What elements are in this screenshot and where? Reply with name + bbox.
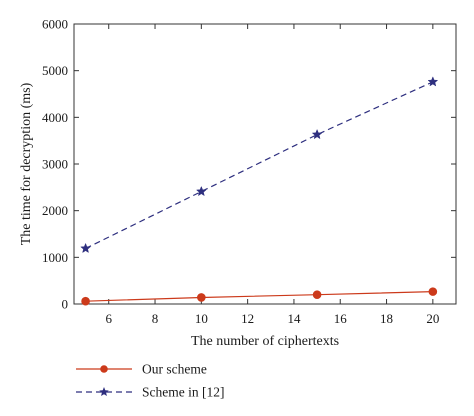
x-tick-label: 10: [195, 311, 208, 326]
data-point: [312, 290, 322, 299]
legend: Our scheme Scheme in [12]: [76, 362, 224, 400]
legend-marker: [100, 365, 108, 373]
y-tick-label: 1000: [42, 250, 68, 265]
series-line-1: [85, 291, 433, 302]
y-tick-label: 4000: [42, 110, 68, 125]
legend-label: Scheme in [12]: [142, 385, 224, 400]
data-point: [197, 293, 206, 302]
legend-marker: [99, 387, 109, 397]
data-point: [311, 128, 323, 140]
x-tick-label: 12: [241, 311, 254, 326]
y-axis-label: The time for decryption (ms): [19, 82, 34, 245]
x-tick-label: 8: [152, 311, 159, 326]
series-line-2: [85, 81, 434, 250]
x-tick-label: 16: [334, 311, 348, 326]
y-tick-label: 2000: [42, 203, 68, 218]
plot-frame: [73, 23, 457, 305]
legend-label: Our scheme: [142, 362, 207, 377]
data-point: [81, 296, 90, 306]
data-point: [195, 185, 207, 197]
x-tick-label: 20: [426, 311, 439, 326]
plot-area: 6 8 10 12 14 16 18 20 0 1000 2000 3000 4000 5000 6000: [42, 17, 457, 326]
y-tick-label: 5000: [42, 63, 68, 78]
x-tick-label: 18: [380, 311, 393, 326]
y-tick-label: 0: [62, 297, 69, 312]
x-axis-label: The number of ciphertexts: [191, 334, 339, 349]
x-tick-label: 6: [105, 311, 112, 326]
data-point: [427, 76, 439, 87]
data-point: [80, 242, 91, 254]
y-tick-label: 3000: [42, 157, 68, 172]
y-tick-label: 6000: [42, 17, 68, 32]
x-tick-label: 14: [287, 311, 301, 326]
data-point: [428, 287, 438, 296]
